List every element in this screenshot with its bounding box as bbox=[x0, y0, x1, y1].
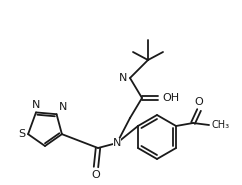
Text: N: N bbox=[32, 100, 40, 110]
Text: O: O bbox=[92, 170, 100, 180]
Text: N: N bbox=[59, 102, 67, 112]
Text: N: N bbox=[113, 138, 121, 148]
Text: S: S bbox=[18, 129, 25, 139]
Text: OH: OH bbox=[162, 93, 179, 103]
Text: CH₃: CH₃ bbox=[211, 120, 229, 130]
Text: O: O bbox=[195, 97, 204, 107]
Text: N: N bbox=[119, 73, 127, 83]
